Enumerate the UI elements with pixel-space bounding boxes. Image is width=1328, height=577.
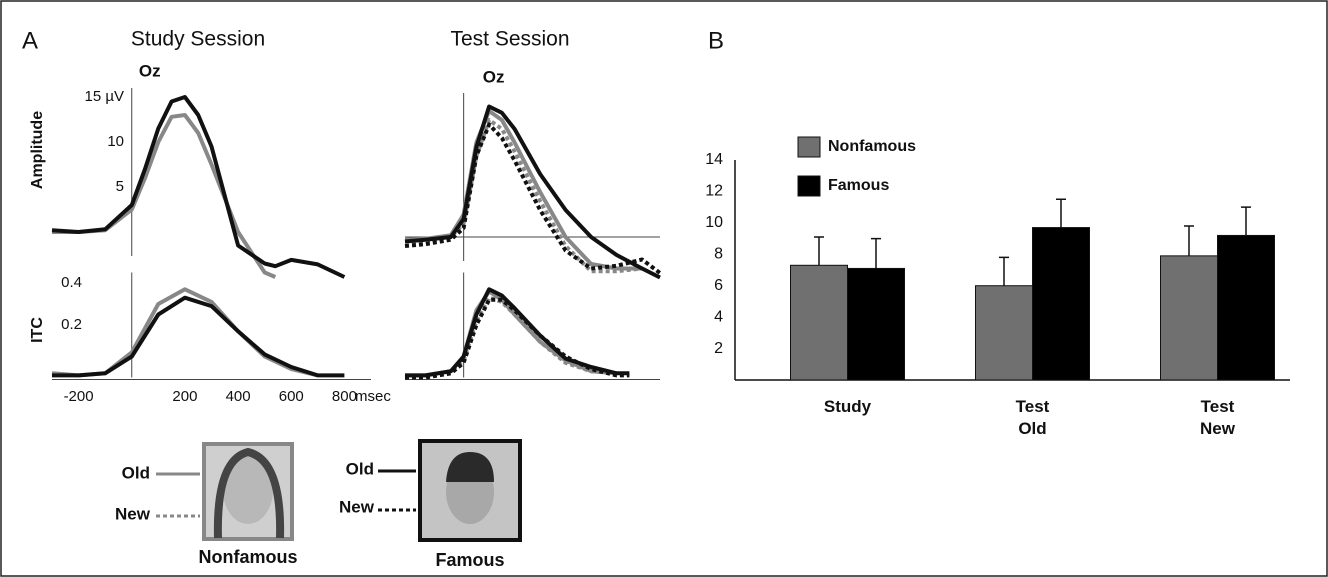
legend-label: Nonfamous	[828, 138, 916, 155]
bar	[1160, 255, 1218, 381]
data-line	[404, 104, 661, 280]
legend-label: Nonfamous	[199, 547, 298, 567]
y-tick-label: 15 µV	[85, 88, 125, 105]
error-bar	[1241, 206, 1251, 236]
face-hair	[446, 452, 494, 482]
x-tick-label: 800	[332, 388, 357, 405]
y-tick-label: 10	[705, 214, 723, 231]
data-line	[52, 295, 345, 378]
bar	[1217, 234, 1275, 381]
x-tick-label: -200	[64, 388, 94, 405]
y-tick-label: 4	[714, 308, 723, 325]
face-shape	[223, 456, 273, 524]
data-line	[404, 122, 662, 275]
data-line	[405, 297, 630, 380]
y-tick-label: 2	[714, 340, 723, 357]
bar	[790, 264, 848, 381]
x-tick-label: 400	[226, 388, 251, 405]
error-bar	[999, 256, 1009, 286]
legend-label: Famous	[828, 177, 889, 194]
bar	[1032, 227, 1090, 381]
y-tick-label: 14	[705, 151, 723, 168]
bar	[847, 267, 905, 381]
legend-swatch	[797, 175, 821, 197]
y-tick-label: 6	[714, 277, 723, 294]
x-axis-label: msec	[355, 388, 391, 405]
legend-label: Famous	[435, 550, 504, 570]
error-bar	[814, 236, 824, 266]
bar	[975, 285, 1033, 381]
y-tick-label: 12	[705, 183, 723, 200]
y-tick-label: 5	[116, 178, 124, 195]
data-line	[51, 95, 346, 279]
session-title: Study Session	[131, 28, 265, 51]
error-bar	[871, 237, 881, 269]
y-tick-label: 0.4	[61, 274, 82, 291]
chart-title: Oz	[483, 67, 505, 86]
y-axis-label: Amplitude	[29, 111, 46, 189]
y-axis-label: ITC	[29, 317, 46, 343]
error-bar	[1184, 225, 1194, 256]
legend-label: Old	[346, 459, 374, 478]
x-tick-label: 200	[172, 388, 197, 405]
y-tick-label: 10	[107, 133, 124, 150]
panel-label: A	[22, 27, 38, 54]
session-title: Test Session	[450, 28, 569, 51]
error-bar	[1056, 198, 1066, 228]
legend-label: New	[339, 497, 375, 516]
face-hair	[213, 447, 285, 539]
x-tick-label: Test Old	[1015, 397, 1050, 438]
legend-label: Old	[122, 463, 150, 482]
data-line	[404, 109, 643, 271]
x-tick-label: Study	[823, 397, 872, 416]
x-tick-label: Test New	[1200, 397, 1235, 438]
legend-label: New	[115, 504, 151, 523]
legend-swatch	[797, 136, 821, 158]
y-tick-label: 8	[714, 246, 723, 263]
data-line	[405, 287, 630, 378]
panel-label: B	[708, 27, 724, 54]
x-tick-label: 600	[279, 388, 304, 405]
chart-title: Oz	[139, 61, 161, 80]
data-line	[52, 113, 277, 279]
y-tick-label: 0.2	[61, 316, 82, 333]
